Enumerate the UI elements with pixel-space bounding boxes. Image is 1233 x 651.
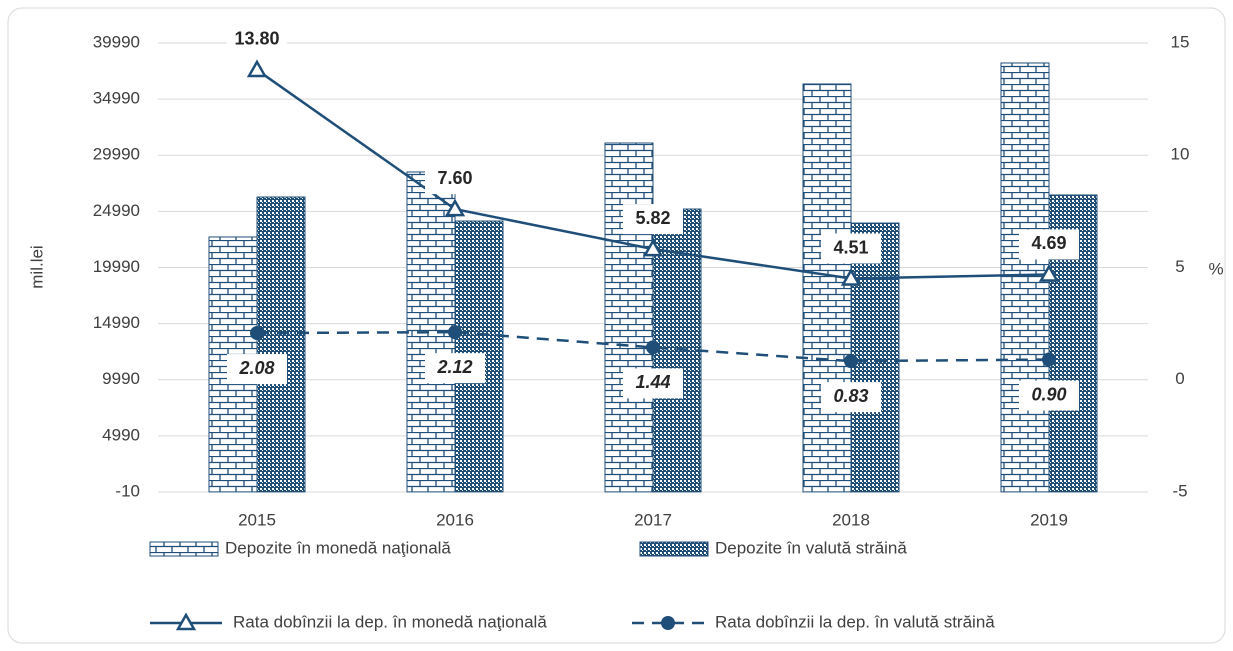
legend-label: Rata dobînzii la dep. în monedă naţional… [233,612,547,631]
y-tick-label: 9990 [102,369,140,388]
data-label: 1.44 [635,372,670,392]
data-label: 0.90 [1031,384,1066,404]
marker-triangle [840,267,862,286]
data-label-box [425,164,485,195]
marker-circle [448,325,462,340]
marker-circle [844,354,858,369]
data-label-box [623,368,683,399]
data-label: 4.51 [833,237,868,257]
marker-circle [646,340,660,355]
y-tick-label: 24990 [93,201,140,220]
data-label: 2.12 [436,357,472,377]
bar [802,83,852,493]
bar [256,196,306,493]
marker-triangle [246,59,268,78]
y2-tick-label: 0 [1175,369,1184,388]
data-label-box [623,204,683,235]
y-tick-label: 29990 [93,145,140,164]
y2-tick-label: 5 [1175,257,1184,276]
marker-triangle [1038,263,1060,282]
data-label-box [227,24,287,55]
legend-marker-triangle [175,612,197,631]
legend-swatch [149,541,219,557]
y-tick-label: 14990 [93,313,140,332]
y2-axis-label: % [1208,259,1223,278]
data-label: 5.82 [635,208,670,228]
marker-triangle [642,238,664,257]
x-tick-label: 2019 [1030,510,1068,529]
marker-circle [1042,352,1056,367]
legend-label: Rata dobînzii la dep. în valută străină [715,612,995,631]
data-label-box [1019,229,1079,260]
legend-marker [175,612,197,631]
y-tick-label: 19990 [93,257,140,276]
x-tick-label: 2015 [238,510,276,529]
bar [604,142,654,493]
marker-circle [250,326,264,341]
x-tick-label: 2017 [634,510,672,529]
y-tick-label: 34990 [93,89,140,108]
data-label-box [1019,380,1079,411]
data-label-box [821,233,881,264]
legend-swatch [639,541,709,557]
data-label: 2.08 [238,358,274,378]
x-tick-label: 2016 [436,510,474,529]
data-label-box [227,354,287,385]
data-label: 0.83 [833,386,868,406]
y-tick-label: 4990 [102,425,140,444]
y-tick-label: 39990 [93,32,140,51]
bar [850,222,900,493]
data-label-box [821,382,881,413]
y-axis-label: mil.lei [27,245,46,288]
y2-tick-label: 15 [1171,32,1190,51]
x-tick-label: 2018 [832,510,870,529]
marker-triangle [444,198,466,217]
bar [1000,62,1050,493]
legend-marker-circle [661,616,675,630]
data-label: 7.60 [437,168,472,188]
data-label: 13.80 [234,29,279,49]
y2-tick-label: -5 [1172,481,1187,500]
data-label-box [425,353,485,384]
y2-tick-label: 10 [1171,145,1190,164]
data-label: 4.69 [1031,233,1066,253]
y-tick-label: -10 [115,481,140,500]
line [256,330,1050,363]
legend-label: Depozite în valută străină [715,538,907,557]
legend-label: Depozite în monedă naţională [225,538,451,557]
legend-marker [661,616,675,630]
